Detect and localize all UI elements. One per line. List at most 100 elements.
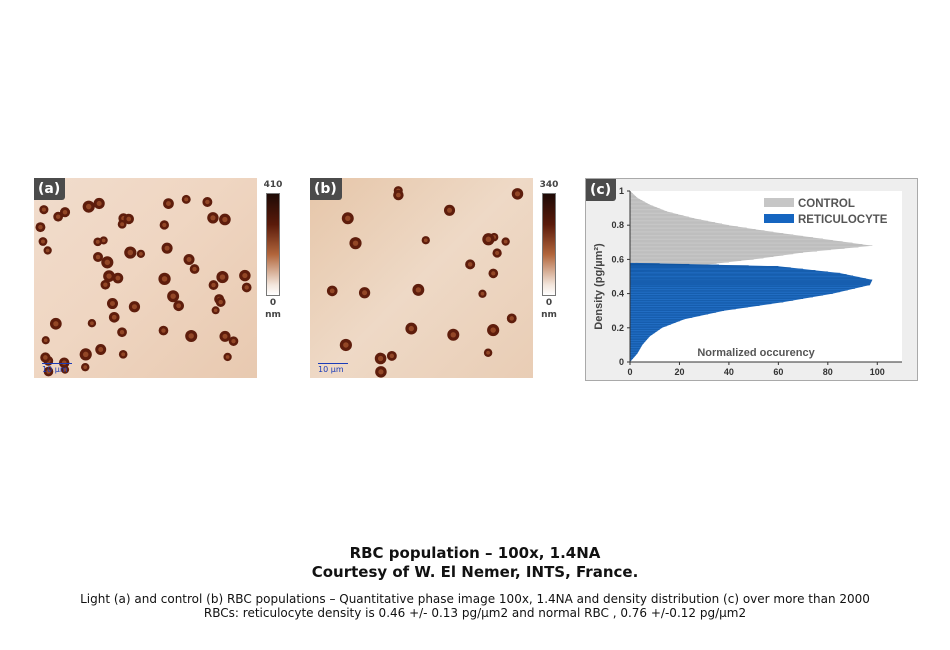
rbc-b-cell (421, 236, 430, 245)
cell-layer-a (35, 194, 252, 377)
scale-bar-b: 10 µm (318, 363, 348, 374)
y-tick-label: 0.6 (611, 254, 624, 264)
y-tick-label: 1 (619, 186, 624, 196)
panel-label-c: (c) (586, 179, 617, 201)
rbc-b-cell (511, 188, 524, 200)
x-tick-label: 20 (674, 367, 684, 377)
legend-swatch (764, 214, 794, 223)
rbc-b-cell (412, 283, 425, 296)
rbc-b-cell (375, 366, 387, 378)
phase-image-b: (b) 10 µm (310, 178, 533, 378)
panel-label-a: (a) (34, 178, 66, 200)
rbc-a-cell (117, 327, 127, 338)
colorbar-b-max: 340 (539, 180, 559, 190)
rbc-b-cell (405, 322, 418, 335)
rbc-a-cell (185, 329, 198, 342)
legend-label: RETICULOCYTE (798, 214, 888, 226)
rbc-a-cell (100, 279, 111, 290)
rbc-a-cell (181, 194, 191, 204)
rbc-a-cell (216, 271, 229, 284)
rbc-b-cell (349, 237, 362, 250)
density-chart-svg: 0 20 40 60 80 100 0 0.2 0.4 0.6 0.8 1 Normalized occ… (593, 186, 902, 377)
x-tick-label: 60 (773, 367, 783, 377)
rbc-a-cell (128, 301, 141, 313)
rbc-a-cell (173, 300, 184, 312)
rbc-b-cell (488, 268, 499, 279)
rbc-a-cell (95, 344, 107, 355)
rbc-a-cell (93, 252, 103, 262)
colorbar-a (266, 193, 280, 296)
y-tick-label: 0 (619, 357, 624, 367)
rbc-a-cell (87, 319, 97, 328)
rbc-a-cell (49, 317, 62, 330)
density-chart: 0 20 40 60 80 100 0 0.2 0.4 0.6 0.8 1 Normalized occ… (585, 178, 918, 381)
scale-line-b (318, 363, 348, 364)
rbc-a-cell (93, 197, 105, 210)
y-tick-label: 0.8 (611, 220, 624, 230)
rbc-b-cell (374, 352, 387, 365)
rbc-a-cell (117, 219, 127, 229)
x-tick-label: 0 (627, 367, 632, 377)
colorbar-b (542, 193, 556, 296)
rbc-b-cell (393, 189, 404, 201)
rbc-b-cell (386, 350, 397, 361)
rbc-b-cell (482, 233, 495, 246)
colorbar-b-unit: nm (541, 310, 557, 320)
y-tick-label: 0.2 (611, 323, 624, 333)
rbc-a-cell (123, 213, 134, 225)
legend-label: CONTROL (798, 198, 855, 210)
rbc-a-cell (207, 212, 219, 224)
rbc-b-cell (443, 204, 456, 216)
scale-label-a: 10 µm (42, 365, 68, 374)
caption-title-2: Courtesy of W. El Nemer, INTS, France. (311, 563, 639, 581)
rbc-a-cell (124, 246, 137, 259)
rbc-b-cell (483, 348, 493, 357)
caption-title-1: RBC population – 100x, 1.4NA (349, 544, 601, 562)
rbc-b-cell (465, 259, 476, 270)
rbc-a-cell (158, 272, 171, 285)
rbc-b-cell (341, 212, 354, 225)
rbc-a-cell (118, 349, 128, 359)
rbc-a-cell (219, 213, 231, 226)
colorbar-a-min: 0 (269, 298, 277, 308)
caption-description-1: Light (a) and control (b) RBC population… (80, 592, 870, 606)
rbc-a-cell (59, 207, 71, 218)
x-axis-label: Normalized occurency (697, 347, 815, 359)
rbc-b-cell (487, 324, 500, 337)
rbc-a-cell (101, 256, 114, 269)
rbc-a-cell (39, 205, 49, 215)
rbc-a-cell (136, 249, 146, 259)
rbc-a-cell (163, 198, 174, 209)
rbc-a-cell (159, 220, 169, 230)
rbc-a-cell (103, 270, 115, 282)
rbc-b-cell (326, 285, 338, 297)
rbc-a-cell (112, 272, 124, 284)
scale-bar-a: 10 µm (42, 363, 72, 374)
y-axis-label: Density (pg/µm²) (593, 243, 605, 330)
colorbar-a-unit: nm (265, 310, 281, 320)
rbc-a-cell (43, 246, 52, 255)
rbc-a-cell (108, 311, 120, 323)
rbc-a-cell (208, 280, 219, 290)
rbc-b-cell (358, 287, 371, 299)
rbc-a-cell (241, 282, 252, 293)
cell-layer-b (326, 186, 524, 378)
phase-image-a: (a) 10 µm (34, 178, 257, 378)
panel-label-b: (b) (310, 178, 342, 200)
rbc-a-cell (228, 336, 239, 346)
x-tick-label: 40 (724, 367, 734, 377)
scale-line-a (42, 363, 72, 364)
rbc-a-cell (79, 348, 92, 361)
rbc-a-cell (189, 264, 200, 274)
rbc-b-cell (447, 328, 460, 341)
rbc-b-cell (492, 248, 502, 258)
colorbar-a-max: 410 (263, 180, 283, 190)
rbc-a-cell (106, 298, 119, 310)
caption-description-2: RBCs: reticulocyte density is 0.46 +/- 0… (203, 606, 747, 620)
legend-swatch (764, 198, 794, 207)
rbc-b-cell (501, 237, 510, 246)
rbc-a-cell (38, 237, 48, 246)
rbc-a-cell (158, 325, 169, 336)
scale-label-b: 10 µm (318, 365, 344, 374)
rbc-a-cell (161, 242, 173, 254)
